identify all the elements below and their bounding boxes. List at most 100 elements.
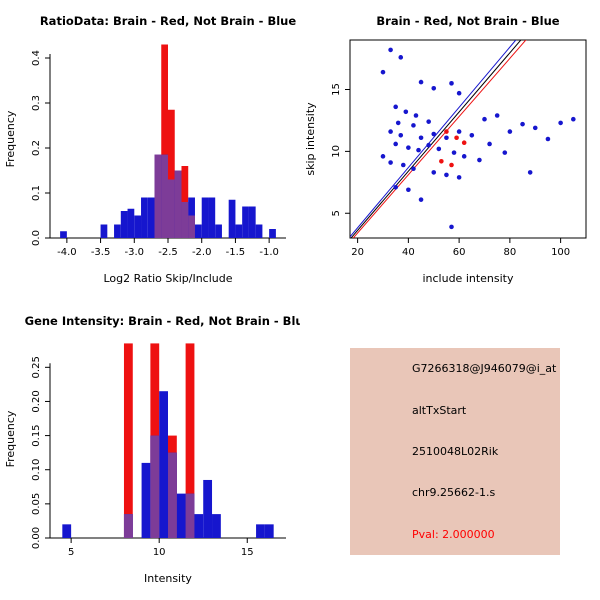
x-tick-label: -1.0 [259, 247, 279, 258]
hist-bar-notbrain [141, 197, 148, 238]
point-not-brain [393, 184, 398, 190]
point-not-brain [393, 104, 398, 110]
brain-fit-line [352, 40, 527, 238]
y-tick-label: 0.4 [31, 50, 42, 66]
panel-ratio-histogram: RatioData: Brain - Red, Not Brain - Blue… [0, 0, 300, 300]
point-not-brain [449, 224, 454, 230]
hist-bar-overlap [168, 179, 175, 238]
point-not-brain [456, 90, 462, 96]
gene-intensity-title: Gene Intensity: Brain - Red, Not Brain -… [24, 314, 300, 328]
intensity-scatter-plot: 20 40 60 80 100 5 10 15 include intensity skip in… [304, 39, 587, 285]
point-brain [444, 129, 449, 134]
point-not-brain [426, 142, 431, 148]
point-not-brain [418, 135, 424, 141]
x-tick-label: 40 [402, 247, 415, 258]
point-not-brain [558, 120, 563, 126]
hist-bar-brain [161, 44, 168, 238]
y-axis: 0.0 0.1 0.2 0.3 0.4 [31, 50, 50, 246]
x-tick-label: 5 [68, 547, 74, 558]
hist-bar-notbrain [62, 524, 72, 538]
hist-bar-notbrain [176, 493, 186, 538]
x-tick-label: 60 [453, 247, 466, 258]
hist-bar-notbrain [228, 199, 236, 238]
point-not-brain [449, 81, 454, 86]
x-tick-label: -2.0 [192, 247, 212, 258]
point-not-brain [406, 187, 411, 193]
panel-gene-info: G7266318@J946079@i_at altTxStart 2510048… [300, 300, 600, 600]
point-not-brain [403, 109, 409, 115]
point-not-brain [393, 141, 398, 147]
point-not-brain [418, 79, 424, 85]
panel-intensity-scatter: Brain - Red, Not Brain - Blue 20 40 60 80 10… [300, 0, 600, 300]
point-not-brain [416, 147, 421, 153]
x-tick-label: -3.0 [125, 247, 145, 258]
y-tick-label: 15 [331, 83, 342, 96]
point-not-brain [411, 123, 416, 128]
point-not-brain [461, 154, 467, 159]
hist-bar-overlap [168, 452, 177, 538]
y-axis: 5 10 15 [331, 83, 350, 216]
point-not-brain [418, 197, 424, 202]
y-tick-label: 0.1 [31, 185, 42, 201]
x-axis: -4.0 -3.5 -3.0 -2.5 -2.0 -1.5 -1.0 [57, 238, 279, 258]
x-tick-label: -1.5 [226, 247, 246, 258]
point-not-brain [571, 116, 576, 122]
point-not-brain [426, 119, 431, 124]
hist-bar-overlap [154, 154, 162, 238]
x-tick-label: 100 [551, 247, 570, 258]
hist-bar-overlap [188, 215, 195, 238]
x-tick-label: 10 [153, 547, 166, 558]
ratio-histogram-plot: -4.0 -3.5 -3.0 -2.5 -2.0 -1.5 -1.0 0.0 0.1 0.2 0.3… [4, 44, 286, 285]
x-tick-label: 15 [241, 547, 254, 558]
point-not-brain [456, 175, 462, 180]
hist-bar-notbrain [100, 224, 108, 238]
point-not-brain [398, 55, 404, 60]
hist-bar-overlap [174, 170, 182, 238]
hist-bar-notbrain [120, 211, 128, 238]
y-tick-label: 10 [331, 145, 342, 158]
identity-line [350, 40, 522, 238]
point-not-brain [388, 47, 393, 53]
point-brain [439, 158, 444, 164]
x-axis-label: Log2 Ratio Skip/Include [103, 272, 232, 285]
point-not-brain [444, 135, 449, 141]
hist-bar-notbrain [114, 224, 121, 238]
y-tick-label: 0.05 [31, 493, 42, 515]
gene-intensity-plot: 5 10 15 0.00 0.05 0.10 0.15 0.20 0.25 Intensity Fr… [4, 343, 286, 585]
x-axis: 5 10 15 [68, 538, 254, 558]
x-axis: 20 40 60 80 100 [351, 238, 570, 258]
point-not-brain [411, 166, 416, 171]
point-not-brain [527, 170, 533, 175]
bars-layer [62, 343, 274, 538]
hist-bar-notbrain [255, 224, 263, 238]
hist-bar-overlap [185, 493, 195, 538]
y-tick-label: 0.0 [31, 230, 42, 246]
x-axis-label: Intensity [144, 572, 192, 585]
point-not-brain [400, 162, 406, 168]
y-tick-label: 0.3 [31, 95, 42, 111]
y-tick-label: 0.2 [31, 140, 42, 156]
hist-bar-overlap [181, 202, 189, 238]
bars-layer [60, 44, 276, 238]
point-not-brain [406, 145, 411, 150]
hist-bar-overlap [161, 154, 168, 238]
point-not-brain [395, 120, 401, 126]
intensity-scatter-title: Brain - Red, Not Brain - Blue [376, 14, 560, 28]
hist-bar-notbrain [256, 524, 265, 538]
gene-symbol: 2510048L02Rik [412, 444, 499, 458]
y-axis: 0.00 0.05 0.10 0.15 0.20 0.25 [31, 356, 50, 549]
point-not-brain [431, 170, 437, 175]
y-axis-label: Frequency [4, 410, 17, 467]
point-not-brain [431, 85, 437, 91]
x-tick-label: 20 [351, 247, 364, 258]
hist-bar-notbrain [203, 479, 213, 538]
pval-text: Pval: 2.000000 [412, 527, 495, 541]
hist-bar-overlap [150, 435, 160, 538]
point-not-brain [469, 132, 475, 138]
point-not-brain [380, 69, 386, 75]
point-not-brain [477, 157, 482, 163]
ratio-histogram-title: RatioData: Brain - Red, Not Brain - Blue [39, 14, 297, 28]
hist-bar-notbrain [127, 208, 135, 238]
points-layer [380, 47, 576, 230]
point-not-brain [388, 129, 393, 134]
